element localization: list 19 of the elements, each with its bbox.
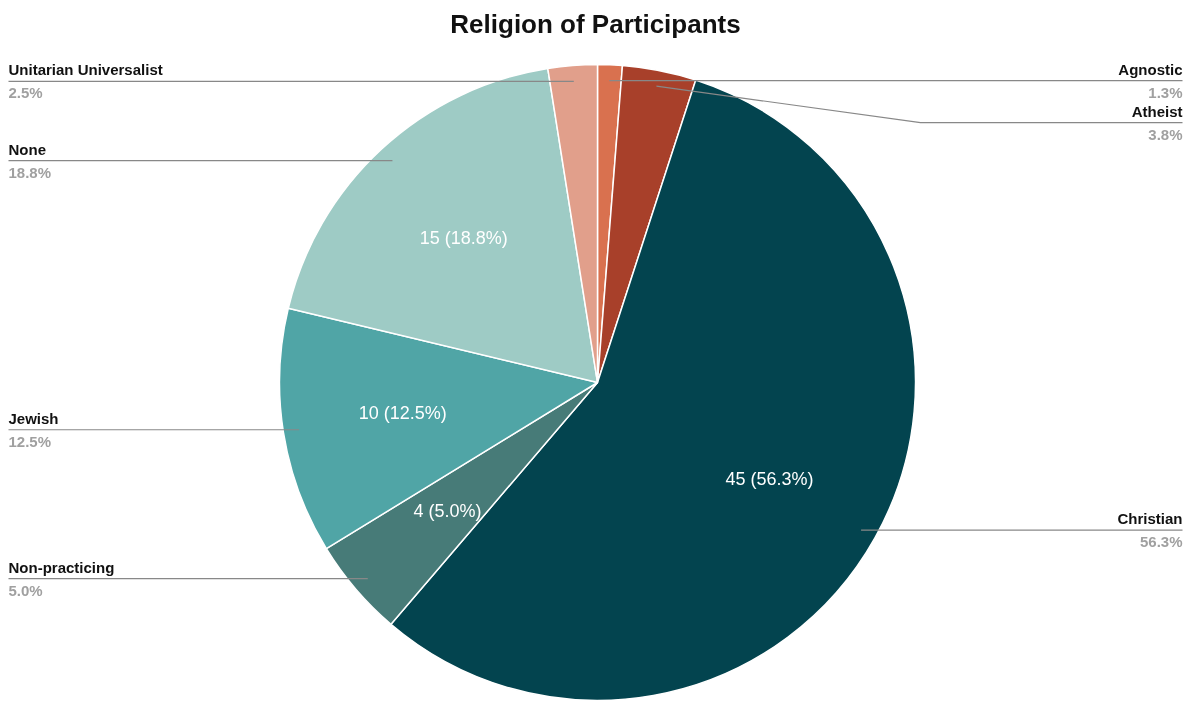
text: 3.8% [1148, 125, 1183, 143]
chart-title: Religion of Participants [450, 8, 741, 39]
text: 5.0% [8, 581, 43, 599]
text: 1.3% [1148, 83, 1183, 101]
slice-label: Jewish [8, 409, 59, 427]
slice-label: None [8, 140, 46, 158]
slice-label: Agnostic [1118, 60, 1183, 78]
slice-label: Unitarian Universalist [8, 61, 163, 79]
text: 18.8% [8, 163, 52, 181]
text: 56.3% [1139, 533, 1183, 551]
data-label: 45 (56.3%) [725, 468, 814, 489]
data-label: 4 (5.0%) [413, 500, 482, 521]
slice-label: Christian [1117, 510, 1183, 528]
slice-label: Non-practicing [8, 558, 115, 576]
data-label: 10 (12.5%) [358, 403, 447, 424]
text: 12.5% [8, 432, 52, 450]
slice-label: Atheist [1131, 102, 1183, 120]
text: 2.5% [8, 84, 43, 102]
data-label: 15 (18.8%) [419, 227, 508, 248]
